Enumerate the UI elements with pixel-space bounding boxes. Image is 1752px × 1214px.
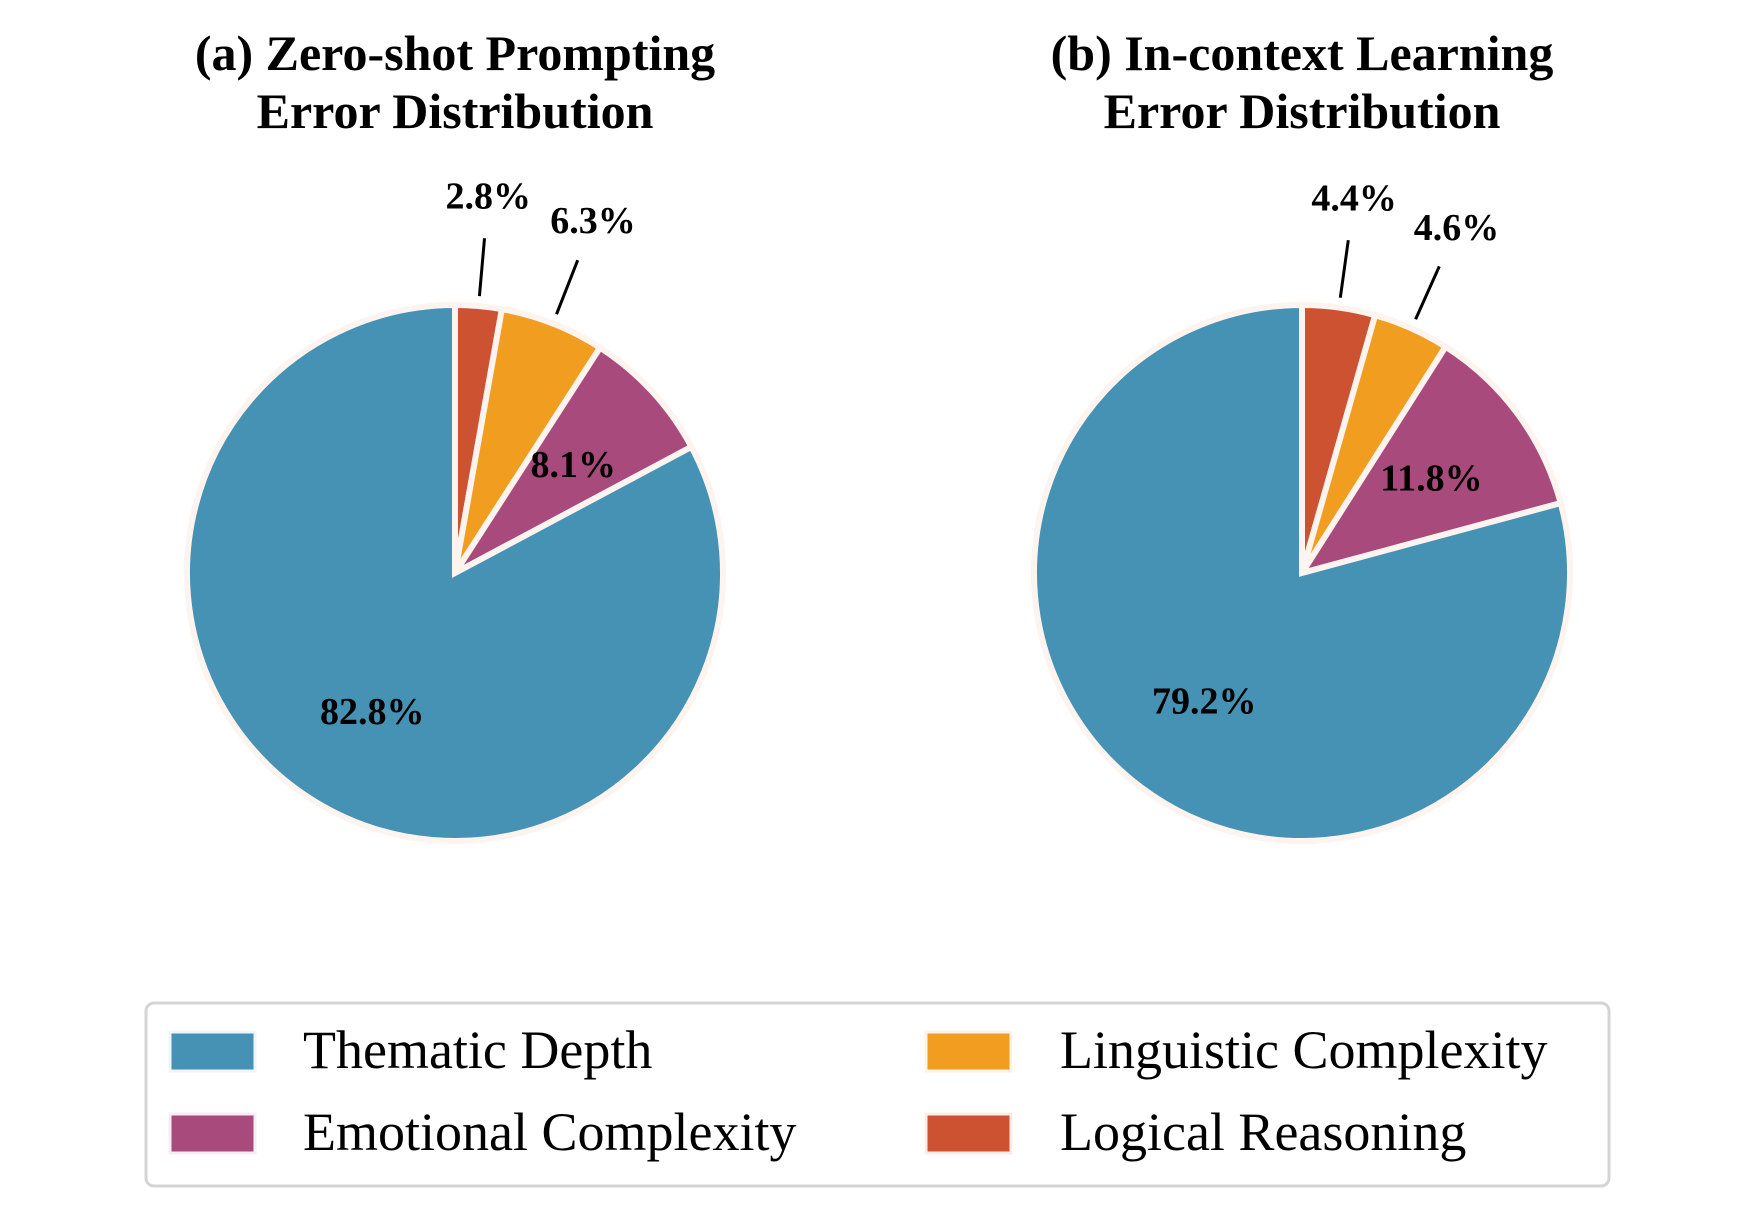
slice-label-logical-reasoning: 2.8% xyxy=(445,175,531,217)
legend-label-linguistic-complexity: Linguistic Complexity xyxy=(1060,1020,1547,1080)
leader-line-linguistic-complexity xyxy=(1414,265,1441,320)
pie-slice-emotional-complexity xyxy=(446,343,696,582)
legend-swatch-logical-reasoning xyxy=(924,1112,1013,1155)
slice-labels: 2.8% 6.3% 8.1% 82.8% xyxy=(320,175,636,732)
slice-label-logical-reasoning: 4.4% xyxy=(1311,178,1397,220)
slice-label-emotional-complexity: 8.1% xyxy=(531,444,617,486)
pie-chart-zero-shot: (a) Zero-shot Prompting Error Distributi… xyxy=(184,25,726,844)
legend-label-logical-reasoning: Logical Reasoning xyxy=(1060,1102,1466,1162)
legend-label-thematic-depth: Thematic Depth xyxy=(303,1020,652,1080)
legend-label-emotional-complexity: Emotional Complexity xyxy=(303,1102,796,1162)
chart-title-line-2: Error Distribution xyxy=(257,83,654,139)
slice-labels: 4.4% 4.6% 11.8% 79.2% xyxy=(1152,178,1499,723)
legend-frame xyxy=(144,1001,1611,1188)
pie-slice-thematic-depth xyxy=(184,301,726,844)
leader-lines xyxy=(477,238,580,315)
leader-lines xyxy=(1338,239,1441,320)
slice-label-thematic-depth: 82.8% xyxy=(320,691,425,733)
leader-line-logical-reasoning xyxy=(477,238,487,297)
pie-slice-thematic-depth xyxy=(1031,301,1573,844)
chart-title-line-1: (a) Zero-shot Prompting xyxy=(195,25,715,81)
pie-slices xyxy=(184,301,726,844)
leader-line-linguistic-complexity xyxy=(555,259,580,315)
slice-label-thematic-depth: 79.2% xyxy=(1152,681,1257,723)
slice-label-linguistic-complexity: 6.3% xyxy=(550,200,636,242)
slice-label-emotional-complexity: 11.8% xyxy=(1380,458,1482,500)
legend-swatch-emotional-complexity xyxy=(168,1112,257,1155)
pie-slice-emotional-complexity xyxy=(1295,342,1565,578)
legend-swatch-linguistic-complexity xyxy=(924,1030,1013,1073)
chart-title-line-2: Error Distribution xyxy=(1104,83,1501,139)
slice-label-linguistic-complexity: 4.6% xyxy=(1414,207,1500,249)
legend-swatch-thematic-depth xyxy=(168,1030,257,1073)
chart-title-line-1: (b) In-context Learning xyxy=(1051,25,1554,81)
pie-slices xyxy=(1031,301,1573,844)
leader-line-logical-reasoning xyxy=(1338,239,1350,298)
pie-chart-in-context: (b) In-context Learning Error Distributi… xyxy=(1031,25,1573,844)
legend: Thematic Depth Linguistic Complexity Emo… xyxy=(144,1001,1611,1188)
